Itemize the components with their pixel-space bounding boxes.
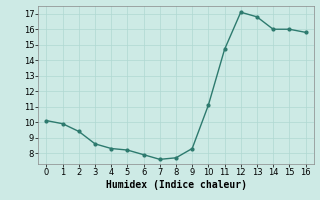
X-axis label: Humidex (Indice chaleur): Humidex (Indice chaleur) [106,180,246,190]
